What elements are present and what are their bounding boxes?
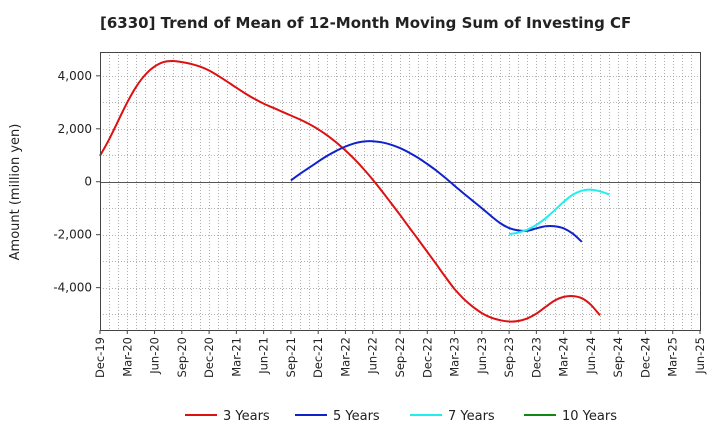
x-tick-label: Jun-22 xyxy=(366,337,380,375)
legend-label: 3 Years xyxy=(223,409,270,424)
y-tick-label: 2,000 xyxy=(58,122,92,136)
x-tick-label: Mar-21 xyxy=(229,337,243,377)
legend-label: 5 Years xyxy=(333,409,380,424)
series-line-7-years xyxy=(508,188,610,236)
chart-title: [6330] Trend of Mean of 12-Month Moving … xyxy=(100,14,632,32)
x-tick-label: Dec-20 xyxy=(202,337,216,378)
x-tick-label: Dec-19 xyxy=(93,337,107,378)
y-tick-label: -2,000 xyxy=(53,228,92,242)
x-tick-label: Dec-21 xyxy=(311,337,325,378)
series-lines xyxy=(99,60,610,323)
x-tick-label: Dec-24 xyxy=(638,337,652,378)
x-tick-label: Mar-22 xyxy=(338,337,352,377)
x-tick-label: Dec-23 xyxy=(529,337,543,378)
legend-label: 7 Years xyxy=(448,409,495,424)
x-tick-label: Dec-22 xyxy=(420,337,434,378)
x-tick-label: Mar-23 xyxy=(448,337,462,377)
x-tick-label: Jun-20 xyxy=(148,337,162,375)
x-tick-label: Jun-24 xyxy=(584,337,598,375)
x-tick-label: Mar-20 xyxy=(120,337,134,377)
x-tick-label: Jun-25 xyxy=(693,337,707,375)
x-tick-label: Sep-22 xyxy=(393,337,407,377)
x-tick-label: Mar-24 xyxy=(557,337,571,377)
series-line-5-years xyxy=(290,140,583,243)
legend: 3 Years 5 Years 7 Years 10 Years xyxy=(185,409,617,424)
x-tick-label: Jun-21 xyxy=(257,337,271,375)
x-tick-label: Mar-25 xyxy=(666,337,680,377)
y-tick-label: -4,000 xyxy=(53,281,92,295)
series-line-3-years xyxy=(99,60,601,323)
x-tick-label: Sep-24 xyxy=(611,337,625,377)
x-tick-label: Sep-21 xyxy=(284,337,298,377)
x-axis-ticks: Dec-19 Mar-20 Jun-20 Sep-20 Dec-20 Mar-21 Jun-… xyxy=(93,330,707,378)
y-tick-label: 0 xyxy=(84,175,92,189)
grid xyxy=(100,52,700,330)
y-tick-label: 4,000 xyxy=(58,69,92,83)
legend-label: 10 Years xyxy=(562,409,617,424)
x-tick-label: Sep-23 xyxy=(502,337,516,377)
y-axis-label: Amount (million yen) xyxy=(8,124,23,261)
x-tick-label: Sep-20 xyxy=(175,337,189,377)
x-tick-label: Jun-23 xyxy=(475,337,489,375)
y-axis-ticks: -4,000 -2,000 0 2,000 4,000 xyxy=(53,69,100,295)
